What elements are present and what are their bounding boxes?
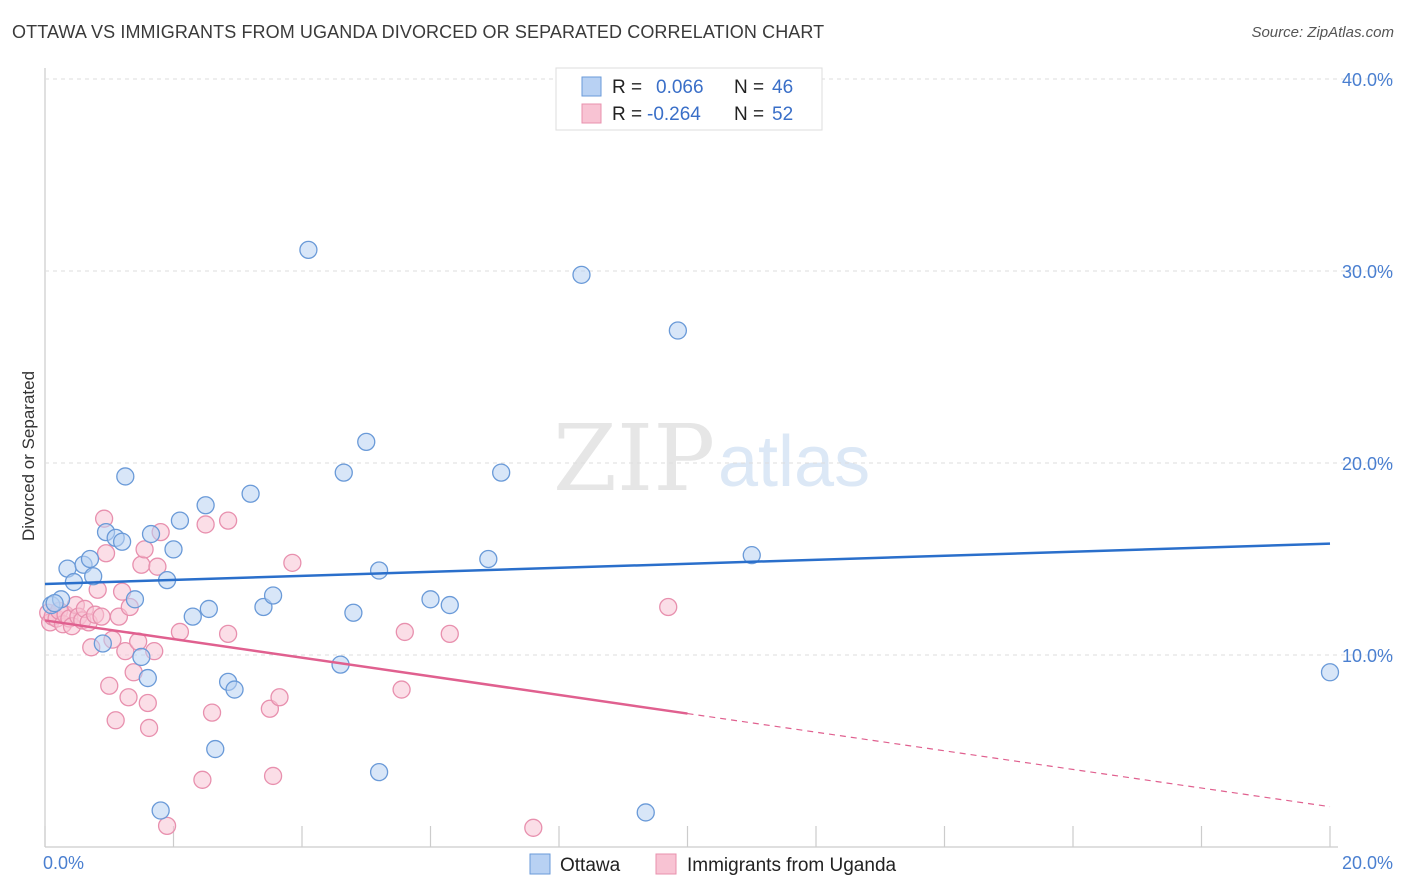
ottawa-point-18 — [170, 511, 190, 530]
ottawa-point-5 — [80, 549, 100, 569]
ottawa-point-36 — [440, 595, 459, 615]
gridlines — [45, 78, 1393, 656]
ottawa-point-17 — [164, 540, 183, 559]
x-ticks — [44, 826, 1331, 847]
legend-r-label-ottawa: R = — [612, 77, 642, 98]
series-ottawa — [42, 240, 1340, 822]
ottawa-point-20 — [196, 496, 215, 515]
legend: R = 0.066 N = 46 R = -0.264 N = 52 — [555, 67, 823, 131]
legend-r-value-ottawa: 0.066 — [656, 77, 704, 98]
uganda-point-39 — [193, 770, 212, 789]
uganda-point-37 — [157, 816, 177, 836]
ottawa-point-22 — [206, 739, 225, 759]
ottawa-point-35 — [421, 590, 440, 609]
uganda-point-43 — [218, 624, 238, 644]
ottawa-point-28 — [299, 240, 318, 260]
trendline-uganda-solid — [44, 619, 688, 715]
bottom-legend-swatch-uganda — [655, 853, 677, 875]
bottom-legend-label-ottawa: Ottawa — [560, 855, 621, 876]
bottom-legend-label-uganda: Immigrants from Uganda — [687, 855, 897, 876]
uganda-point-19 — [96, 544, 116, 563]
y-tick-label-30: 30.0% — [1342, 262, 1393, 282]
y-tick-label-10: 10.0% — [1342, 646, 1393, 666]
ottawa-point-14 — [138, 668, 157, 688]
y-tick-labels: 10.0% 20.0% 30.0% 40.0% — [1342, 70, 1393, 666]
legend-n-label-uganda: N = — [734, 104, 764, 125]
uganda-point-26 — [119, 688, 138, 707]
legend-r-value-uganda: -0.264 — [647, 104, 701, 125]
uganda-point-52 — [524, 818, 543, 837]
ottawa-point-43 — [45, 594, 64, 613]
uganda-point-42 — [218, 511, 238, 530]
legend-n-value-ottawa: 46 — [772, 77, 793, 98]
legend-n-label-ottawa: N = — [734, 77, 764, 98]
trendlines — [44, 542, 1331, 808]
uganda-point-31 — [135, 540, 154, 559]
uganda-point-47 — [283, 553, 302, 572]
ottawa-point-11 — [116, 467, 135, 486]
series-immigrants-from-uganda — [39, 509, 678, 837]
bottom-legend: Ottawa Immigrants from Uganda — [529, 853, 897, 876]
y-axis-label: Divorced or Separated — [19, 371, 38, 541]
ottawa-point-39 — [572, 265, 591, 284]
ottawa-point-24 — [225, 680, 244, 699]
x-tick-label-max: 20.0% — [1342, 853, 1393, 873]
uganda-point-41 — [202, 703, 222, 722]
chart-title: OTTAWA VS IMMIGRANTS FROM UGANDA DIVORCE… — [12, 22, 825, 42]
ottawa-point-37 — [479, 549, 498, 569]
ottawa-point-38 — [492, 463, 511, 482]
legend-swatch-uganda — [581, 103, 602, 124]
legend-n-value-uganda: 52 — [772, 104, 793, 125]
ottawa-point-21 — [199, 599, 218, 619]
ottawa-point-12 — [125, 590, 145, 609]
watermark-atlas: atlas — [718, 422, 870, 502]
ottawa-point-45 — [1320, 663, 1340, 682]
ottawa-point-30 — [334, 463, 353, 482]
ottawa-point-33 — [369, 561, 389, 580]
uganda-point-49 — [395, 622, 414, 642]
trendline-uganda-dashed — [687, 712, 1331, 808]
uganda-point-35 — [148, 557, 167, 576]
watermark-zip: ZIP — [553, 405, 715, 512]
ottawa-point-6 — [84, 567, 103, 586]
ottawa-point-7 — [93, 634, 112, 653]
ottawa-point-34 — [369, 762, 389, 782]
trendline-ottawa — [44, 542, 1331, 586]
ottawa-point-42 — [742, 546, 761, 565]
ottawa-point-27 — [263, 586, 283, 605]
source-label: Source: ZipAtlas.com — [1251, 24, 1394, 41]
uganda-point-20 — [100, 676, 119, 695]
ottawa-point-19 — [183, 607, 202, 626]
ottawa-point-25 — [241, 484, 260, 503]
uganda-point-51 — [659, 597, 678, 617]
uganda-point-46 — [270, 688, 289, 707]
x-tick-label-min: 0.0% — [43, 853, 84, 873]
ottawa-point-31 — [344, 603, 363, 622]
uganda-point-48 — [392, 680, 411, 699]
ottawa-point-10 — [112, 532, 132, 551]
ottawa-point-32 — [357, 432, 376, 452]
bottom-legend-swatch-ottawa — [529, 853, 551, 875]
legend-swatch-ottawa — [581, 76, 602, 97]
y-tick-label-20: 20.0% — [1342, 454, 1393, 474]
legend-r-label-uganda: R = — [612, 104, 642, 125]
uganda-point-45 — [263, 766, 283, 786]
uganda-point-33 — [139, 718, 159, 738]
uganda-point-40 — [196, 515, 215, 534]
uganda-point-32 — [138, 693, 157, 713]
uganda-point-30 — [132, 555, 151, 574]
y-tick-label-40: 40.0% — [1342, 70, 1393, 90]
uganda-point-25 — [116, 642, 135, 661]
ottawa-point-40 — [636, 803, 655, 822]
uganda-point-17 — [92, 607, 111, 626]
ottawa-point-41 — [668, 321, 688, 340]
ottawa-point-44 — [151, 801, 170, 820]
ottawa-point-13 — [132, 647, 151, 667]
ottawa-point-15 — [141, 524, 161, 544]
uganda-point-50 — [440, 624, 459, 644]
uganda-point-22 — [106, 711, 125, 730]
